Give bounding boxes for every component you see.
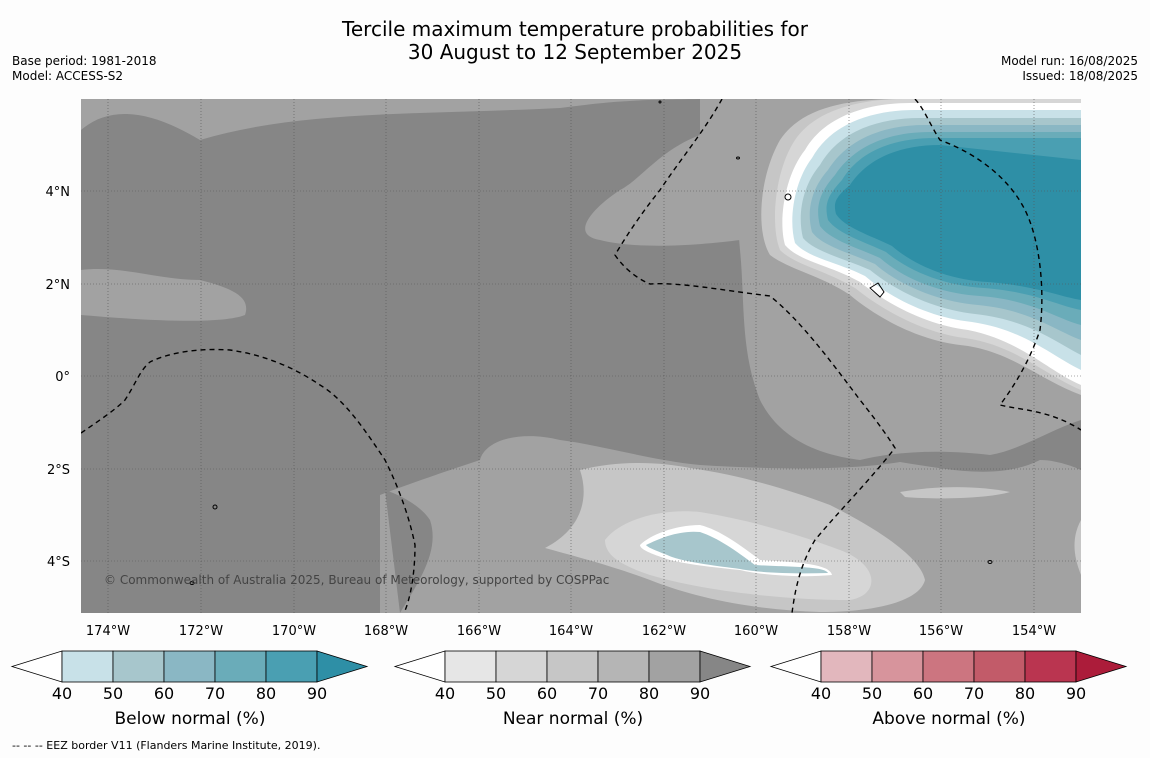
lat-tick: 2°N — [46, 278, 71, 293]
lon-tick: 164°W — [549, 624, 593, 639]
near-70-north — [81, 99, 750, 246]
colorbar-tick: 50 — [486, 684, 506, 703]
islands — [189, 100, 993, 585]
colorbar-tick: 60 — [913, 684, 933, 703]
lon-tick: 154°W — [1012, 624, 1056, 639]
below-50-south — [646, 531, 828, 574]
colorbar-tick: 90 — [307, 684, 327, 703]
below-90 — [834, 145, 1081, 300]
near-60-southeast — [900, 487, 1010, 499]
colorbar-segment — [973, 650, 1026, 683]
colorbar-max-extend — [699, 650, 752, 683]
copyright-note: © Commonwealth of Australia 2025, Bureau… — [104, 573, 609, 587]
colorbar-tick: 70 — [205, 684, 225, 703]
issued-date: Issued: 18/08/2025 — [1022, 69, 1138, 83]
colorbar-min-extend — [769, 650, 822, 683]
lon-tick: 174°W — [86, 624, 130, 639]
colorbar-tick: 70 — [588, 684, 608, 703]
colorbar-tick: 40 — [435, 684, 455, 703]
colorbar-tick: 60 — [154, 684, 174, 703]
colorbar-segment — [61, 650, 114, 683]
colorbar-segment — [444, 650, 497, 683]
colorbar-segment — [871, 650, 924, 683]
colorbar: 40 50 60 70 80 90 — [393, 650, 752, 703]
meta-left: Base period: 1981-2018 Model: ACCESS-S2 — [12, 54, 157, 84]
lon-tick: 172°W — [179, 624, 223, 639]
colorbar-segment — [163, 650, 216, 683]
above-normal-label: Above normal (%) — [872, 709, 1026, 729]
probability-field — [81, 99, 1081, 613]
colorbar-min-extend — [393, 650, 446, 683]
near-80-southwest-gap — [385, 490, 433, 613]
colorbar-max-extend — [1075, 650, 1128, 683]
eez-footnote: -- -- -- EEZ border V11 (Flanders Marine… — [12, 739, 321, 752]
colorbar-segment — [214, 650, 267, 683]
title-line-2: 30 August to 12 September 2025 — [407, 40, 743, 64]
colorbar-segment — [820, 650, 873, 683]
near-normal-label: Near normal (%) — [502, 709, 644, 729]
model-name: Model: ACCESS-S2 — [12, 69, 124, 83]
lon-tick: 170°W — [272, 624, 316, 639]
colorbar-max-extend — [316, 650, 369, 683]
lon-tick: 158°W — [827, 624, 871, 639]
colorbar-tick: 40 — [811, 684, 831, 703]
colorbars: 40 50 60 70 80 90 40 50 60 70 80 90 40 50 60 70 80 90 — [10, 650, 1128, 703]
base-period: Base period: 1981-2018 — [12, 54, 157, 68]
colorbar: 40 50 60 70 80 90 — [769, 650, 1128, 703]
colorbar-min-extend — [10, 650, 63, 683]
lon-tick: 160°W — [734, 624, 778, 639]
lon-tick: 156°W — [919, 624, 963, 639]
lat-tick: 2°S — [47, 463, 70, 478]
colorbar-segment — [546, 650, 599, 683]
title-line-1: Tercile maximum temperature probabilitie… — [342, 17, 808, 41]
colorbar-segment — [922, 650, 975, 683]
colorbar-tick: 90 — [1066, 684, 1086, 703]
colorbar-tick: 50 — [862, 684, 882, 703]
lat-tick: 4°S — [47, 555, 70, 570]
near-70-west — [81, 268, 247, 321]
colorbar-segment — [1024, 650, 1077, 683]
colorbar-tick: 60 — [537, 684, 557, 703]
colorbar-tick: 50 — [103, 684, 123, 703]
meta-right: Model run: 16/08/2025 Issued: 18/08/2025 — [1001, 54, 1138, 84]
colorbar: 40 50 60 70 80 90 — [10, 650, 369, 703]
colorbar-tick: 90 — [690, 684, 710, 703]
colorbar-tick: 80 — [1015, 684, 1035, 703]
colorbar-segment — [648, 650, 701, 683]
model-run: Model run: 16/08/2025 — [1000, 54, 1138, 68]
lat-tick: 4°N — [46, 185, 71, 200]
colorbar-segment — [265, 650, 318, 683]
below-normal-label: Below normal (%) — [114, 709, 266, 729]
colorbar-tick: 70 — [964, 684, 984, 703]
colorbar-segment — [597, 650, 650, 683]
axis-labels: 174°W 172°W 170°W 168°W 166°W 164°W 162°… — [46, 185, 1057, 639]
colorbar-tick: 80 — [639, 684, 659, 703]
lat-tick: 0° — [55, 370, 70, 385]
near-60-east-edge — [1074, 520, 1081, 575]
lon-tick: 162°W — [642, 624, 686, 639]
colorbar-tick: 80 — [256, 684, 276, 703]
eez-borders — [81, 99, 1081, 613]
map-title: Tercile maximum temperature probabilitie… — [0, 18, 1150, 64]
colorbar-segment — [495, 650, 548, 683]
colorbar-tick: 40 — [52, 684, 72, 703]
lon-tick: 168°W — [364, 624, 408, 639]
lon-tick: 166°W — [457, 624, 501, 639]
colorbar-segment — [112, 650, 165, 683]
